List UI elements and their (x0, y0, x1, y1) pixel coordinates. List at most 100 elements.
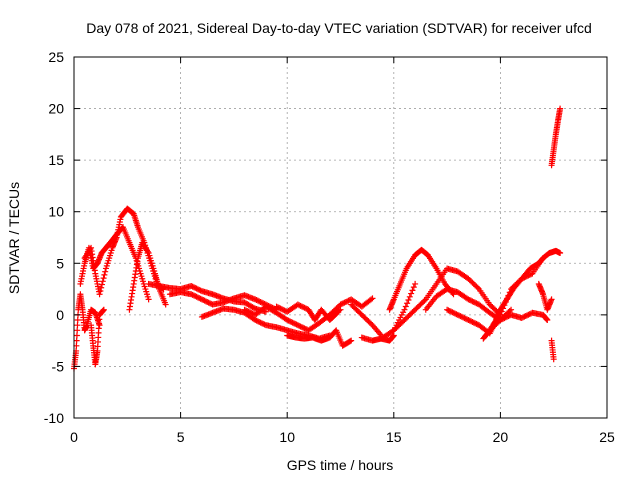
y-tick-label: 15 (48, 152, 64, 168)
series-arc-24 (548, 105, 564, 169)
series-arc-11 (284, 327, 355, 349)
data-point (241, 306, 248, 313)
data-point (348, 337, 355, 344)
series-arc-21 (497, 255, 547, 318)
data-point (473, 320, 480, 327)
data-point (522, 273, 529, 280)
data-point (254, 318, 261, 325)
series-arc-12 (326, 295, 376, 318)
data-point (524, 312, 531, 319)
data-point (300, 324, 307, 331)
data-point (273, 303, 280, 310)
y-tick-label: 0 (56, 307, 64, 323)
data-point (421, 297, 428, 304)
data-point (290, 320, 297, 327)
plot-frame (73, 56, 608, 419)
data-point (468, 297, 475, 304)
data-point (501, 315, 508, 322)
data-point (466, 297, 473, 304)
data-point (472, 320, 479, 327)
data-point (73, 332, 80, 339)
data-point (526, 271, 533, 278)
data-point (505, 292, 512, 299)
data-point (292, 320, 299, 327)
data-point (518, 275, 525, 282)
data-point (74, 322, 81, 329)
data-point (340, 300, 347, 307)
data-point (254, 297, 261, 304)
data-point (341, 299, 348, 306)
data-point (197, 287, 204, 294)
data-point (460, 314, 467, 321)
data-point (246, 309, 253, 316)
data-point (192, 293, 199, 300)
series-arc-3 (81, 205, 167, 298)
data-point (201, 297, 208, 304)
data-point (297, 302, 304, 309)
data-point (192, 284, 199, 291)
data-point (544, 317, 551, 324)
data-point (520, 314, 527, 321)
data-point (144, 248, 151, 255)
data-point (193, 293, 200, 300)
grid-lines (74, 57, 607, 418)
data-point (284, 317, 291, 324)
data-point (188, 282, 195, 289)
data-point (508, 306, 515, 313)
data-point (404, 300, 411, 307)
data-point (244, 307, 251, 314)
data-point (368, 320, 375, 327)
data-point (502, 298, 509, 305)
data-point (274, 304, 281, 311)
data-point (205, 299, 212, 306)
data-point (193, 285, 200, 292)
data-point (469, 318, 476, 325)
data-point (302, 305, 309, 312)
data-point (342, 298, 349, 305)
data-point (297, 323, 304, 330)
data-point (260, 300, 267, 307)
data-marks (71, 105, 564, 372)
data-point (256, 298, 263, 305)
data-point (74, 317, 81, 324)
data-point (368, 296, 375, 303)
data-point (294, 322, 301, 329)
data-point (256, 318, 263, 325)
data-point (390, 332, 397, 339)
data-point (518, 314, 525, 321)
y-tick-label: -10 (44, 410, 64, 426)
data-point (444, 306, 451, 313)
data-point (257, 319, 264, 326)
data-point (294, 301, 301, 308)
y-tick-labels: -10 -5 0 5 10 15 20 25 (44, 49, 64, 426)
data-point (99, 278, 106, 285)
data-point (253, 317, 260, 324)
data-point (500, 305, 507, 312)
data-point (97, 288, 104, 295)
data-point (162, 301, 169, 308)
data-point (198, 296, 205, 303)
data-point (298, 324, 305, 331)
data-point (194, 286, 201, 293)
data-point (250, 304, 257, 311)
data-point (448, 308, 455, 315)
data-point (196, 286, 203, 293)
y-tick-label: 20 (48, 101, 64, 117)
data-point (521, 274, 528, 281)
data-point (462, 315, 469, 322)
x-tick-label: 0 (70, 429, 78, 445)
data-point (550, 356, 557, 363)
x-tick-labels: 0 5 10 15 20 25 (70, 429, 615, 445)
data-point (258, 320, 265, 327)
series-arc-19 (486, 309, 551, 334)
x-axis-label: GPS time / hours (287, 457, 394, 473)
data-point (98, 284, 105, 291)
data-point (190, 292, 197, 299)
data-point (73, 337, 80, 344)
data-point (100, 275, 107, 282)
data-point (410, 284, 417, 291)
data-point (457, 313, 464, 320)
data-point (445, 307, 452, 314)
